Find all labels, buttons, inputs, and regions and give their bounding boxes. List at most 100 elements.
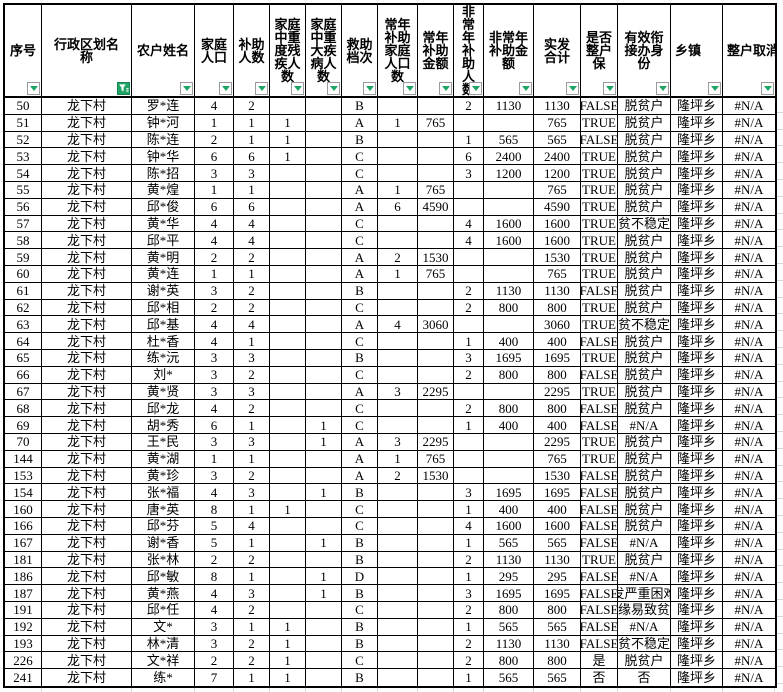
cell-jiuzhu-dangci[interactable]: C [342,333,378,349]
cell-xingzhengquhua[interactable]: 龙下村 [42,417,132,433]
cell-changnian-jine[interactable] [418,299,454,316]
cell-xuhao[interactable]: 53 [5,148,42,165]
cell-xuhao[interactable]: 67 [5,383,42,400]
cell-youxiao-xianjie[interactable]: #N/A [618,417,671,433]
cell-xingzhengquhua[interactable]: 龙下村 [42,165,132,181]
cell-jiuzhu-dangci[interactable]: A [342,316,378,333]
cell-feichangnian-jine[interactable]: 800 [484,601,534,618]
cell-xingzhengquhua[interactable]: 龙下村 [42,450,132,467]
cell-shifa-heji[interactable]: 1200 [534,165,581,181]
cell-youxiao-xianjie[interactable]: 脱贫户 [618,98,671,114]
column-header-changnian-renkou[interactable]: 常年 补助 家庭 人口 数 [378,5,418,96]
cell-jiating-renkou[interactable]: 5 [195,517,234,534]
cell-zhenghu-quxiao[interactable]: #N/A [734,350,764,366]
cell-changnian-jine[interactable]: 2295 [418,383,454,400]
cell-nonghu-xingming[interactable]: 谢*香 [132,534,195,551]
cell-youxiao-xianjie[interactable]: 脱贫户 [618,131,671,148]
cell-youxiao-xianjie[interactable]: 脱贫户 [618,383,671,400]
cell-feichangnian-jine[interactable]: 1695 [484,349,534,366]
cell-shifa-heji[interactable]: 565 [534,618,581,635]
cell-jiuzhu-dangci[interactable]: A [342,198,378,215]
cell-shifa-heji[interactable]: 800 [534,601,581,618]
cell-xuhao[interactable]: 59 [5,249,42,265]
cell-changnian-jine[interactable]: 1530 [418,249,454,265]
cell-feichangnian-renshu[interactable] [454,316,484,333]
cell-zhongda-jibing[interactable] [306,215,342,232]
cell-zhongdu-canji[interactable] [270,534,306,551]
cell-jiating-renkou[interactable]: 3 [195,349,234,366]
cell-zhongda-jibing[interactable] [306,400,342,417]
cell-zhongdu-canji[interactable] [270,383,306,400]
cell-changnian-jine[interactable] [418,618,454,635]
cell-nonghu-xingming[interactable]: 黄*燕 [132,585,195,601]
cell-xuhao[interactable]: 166 [5,517,42,534]
cell-shifa-heji[interactable]: 565 [534,534,581,551]
cell-zhongdu-canji[interactable] [270,568,306,585]
cell-youxiao-xianjie[interactable]: 脱贫户 [618,652,671,669]
cell-zhongdu-canji[interactable] [270,366,306,383]
cell-xingzhengquhua[interactable]: 龙下村 [42,181,132,198]
cell-jiuzhu-dangci[interactable]: A [342,114,378,131]
cell-xingzhengquhua[interactable]: 龙下村 [42,249,132,265]
cell-changnian-renkou[interactable]: 3 [378,433,418,450]
cell-buzhu-renshu[interactable]: 6 [234,198,270,215]
cell-changnian-renkou[interactable] [378,349,418,366]
cell-zhongda-jibing[interactable]: 1 [306,417,342,433]
cell-zhongdu-canji[interactable] [270,417,306,433]
cell-buzhu-renshu[interactable]: 2 [234,635,270,652]
cell-changnian-renkou[interactable] [378,148,418,165]
cell-youxiao-xianjie[interactable]: 脱贫户 [618,484,671,501]
cell-xiangzhen[interactable]: 隆坪乡 [671,215,723,232]
cell-xiangzhen[interactable]: 隆坪乡 [671,114,723,131]
cell-nonghu-xingming[interactable]: 练*沅 [132,349,195,366]
cell-youxiao-xianjie[interactable]: 脱贫户 [618,551,671,568]
cell-nonghu-xingming[interactable]: 陈*连 [132,131,195,148]
cell-xingzhengquhua[interactable]: 龙下村 [42,652,132,669]
cell-changnian-jine[interactable] [418,282,454,299]
cell-changnian-renkou[interactable]: 1 [378,114,418,131]
cell-buzhu-renshu[interactable]: 1 [234,568,270,585]
cell-jiating-renkou[interactable]: 2 [195,652,234,669]
filter-dropdown-button[interactable] [219,82,232,95]
cell-xuhao[interactable]: 193 [5,635,42,652]
cell-buzhu-renshu[interactable]: 3 [234,383,270,400]
cell-jiating-renkou[interactable]: 1 [195,450,234,467]
cell-shifa-heji[interactable]: 800 [534,366,581,383]
cell-xiangzhen[interactable]: 隆坪乡 [671,417,723,433]
cell-jiating-renkou[interactable]: 6 [195,148,234,165]
cell-zhongda-jibing[interactable] [306,181,342,198]
cell-buzhu-renshu[interactable]: 1 [234,333,270,349]
cell-changnian-renkou[interactable] [378,98,418,114]
cell-xingzhengquhua[interactable]: 龙下村 [42,299,132,316]
cell-feichangnian-jine[interactable] [484,450,534,467]
cell-youxiao-xianjie[interactable]: 脱贫户 [618,366,671,383]
cell-nonghu-xingming[interactable]: 邱*俊 [132,198,195,215]
column-header-feichangnian-renshu[interactable]: 非 常 年 补 助 人 数 [454,5,484,96]
cell-zhongdu-canji[interactable] [270,333,306,349]
cell-jiating-renkou[interactable]: 3 [195,383,234,400]
cell-changnian-renkou[interactable]: 1 [378,181,418,198]
cell-xuhao[interactable]: 160 [5,501,42,517]
cell-youxiao-xianjie[interactable]: 脱贫户 [618,265,671,282]
cell-jiuzhu-dangci[interactable]: A [342,181,378,198]
cell-xuhao[interactable]: 65 [5,349,42,366]
cell-shifa-heji[interactable]: 400 [534,333,581,349]
cell-xiangzhen[interactable]: 隆坪乡 [671,299,723,316]
cell-zhongda-jibing[interactable] [306,265,342,282]
cell-buzhu-renshu[interactable]: 3 [234,585,270,601]
cell-changnian-renkou[interactable] [378,635,418,652]
column-header-xuhao[interactable]: 序号 [5,5,42,96]
cell-zhongda-jibing[interactable] [306,333,342,349]
cell-xuhao[interactable]: 52 [5,131,42,148]
column-header-zhenghu-bao[interactable]: 是否 整户 保 [581,5,618,96]
cell-jiating-renkou[interactable]: 6 [195,198,234,215]
cell-shifa-heji[interactable]: 1130 [534,98,581,114]
cell-jiuzhu-dangci[interactable]: C [342,501,378,517]
cell-zhongda-jibing[interactable] [306,366,342,383]
cell-buzhu-renshu[interactable]: 2 [234,249,270,265]
cell-zhongda-jibing[interactable] [306,383,342,400]
cell-zhenghu-bao[interactable]: TRUE [581,148,618,165]
cell-changnian-renkou[interactable] [378,282,418,299]
cell-zhenghu-quxiao[interactable]: #N/A [734,215,764,231]
cell-xiangzhen[interactable]: 隆坪乡 [671,148,723,165]
